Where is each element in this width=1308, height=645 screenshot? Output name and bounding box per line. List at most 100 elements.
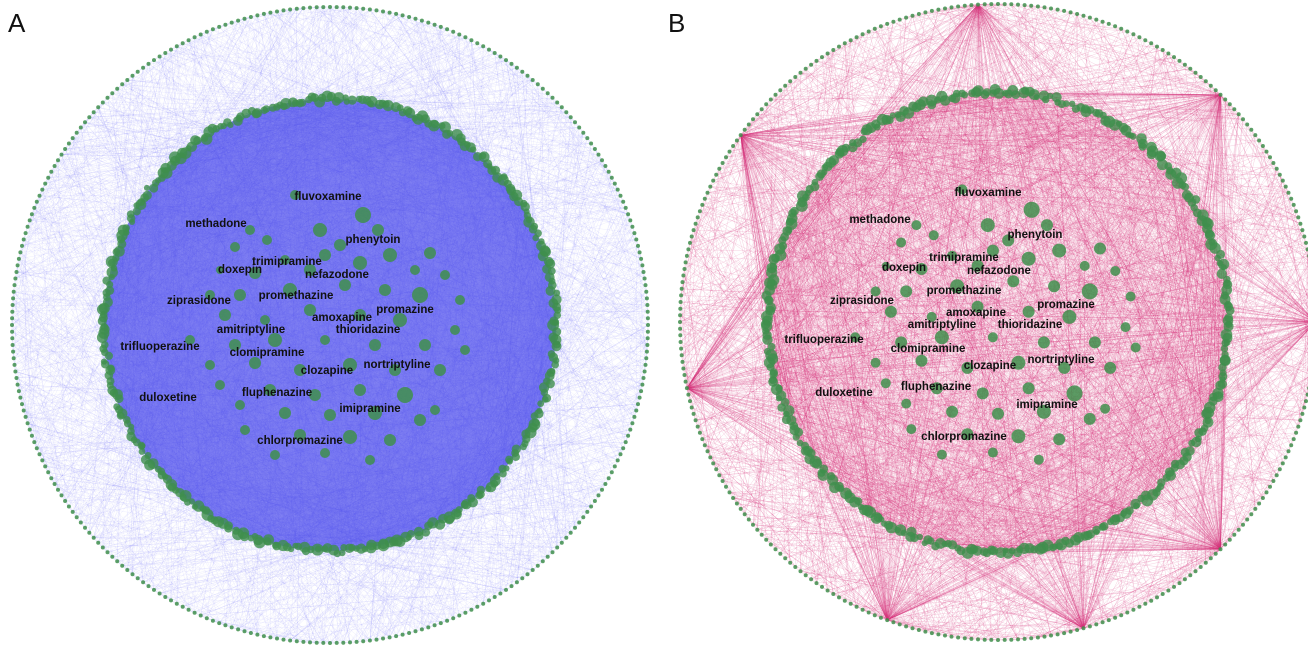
central-node bbox=[339, 279, 351, 291]
outer-node bbox=[559, 105, 564, 110]
outer-node bbox=[814, 581, 819, 586]
outer-node bbox=[1113, 24, 1118, 29]
central-node bbox=[1094, 242, 1106, 255]
drug-label-ziprasidone: ziprasidone bbox=[167, 295, 231, 307]
outer-node bbox=[163, 51, 168, 55]
ring-node bbox=[1218, 363, 1227, 372]
outer-node bbox=[1035, 635, 1040, 640]
outer-node bbox=[1143, 38, 1148, 43]
outer-node bbox=[1283, 184, 1288, 189]
central-node bbox=[410, 265, 420, 275]
ring-node bbox=[939, 95, 951, 106]
outer-node bbox=[589, 141, 594, 146]
outer-node bbox=[1268, 484, 1272, 489]
outer-node bbox=[738, 506, 743, 511]
outer-node bbox=[294, 639, 299, 644]
outer-node bbox=[525, 73, 530, 78]
ring-node bbox=[311, 543, 324, 556]
outer-node bbox=[445, 27, 450, 32]
outer-node bbox=[110, 91, 115, 96]
outer-node bbox=[778, 551, 783, 556]
central-node bbox=[870, 357, 881, 368]
central-node bbox=[419, 339, 431, 351]
outer-node bbox=[634, 237, 639, 242]
outer-node bbox=[1257, 501, 1262, 506]
outer-node bbox=[1289, 443, 1294, 448]
outer-node bbox=[603, 164, 608, 168]
outer-node bbox=[1009, 637, 1014, 642]
outer-node bbox=[700, 202, 705, 207]
outer-node bbox=[1155, 44, 1159, 49]
outer-node bbox=[115, 86, 120, 91]
outer-node bbox=[731, 496, 736, 500]
outer-node bbox=[679, 346, 684, 351]
outer-node bbox=[1149, 41, 1154, 46]
outer-node bbox=[573, 525, 577, 530]
ring-node bbox=[232, 526, 241, 535]
drug-label-nortriptyline: nortriptyline bbox=[363, 359, 430, 371]
drug-label-nortriptyline: nortriptyline bbox=[1027, 354, 1094, 366]
outer-node bbox=[589, 504, 594, 509]
outer-node bbox=[1193, 569, 1198, 574]
outer-node bbox=[1271, 479, 1276, 483]
ring-node bbox=[1033, 94, 1040, 101]
outer-node bbox=[157, 54, 162, 59]
outer-node bbox=[438, 24, 443, 29]
outer-node bbox=[1149, 598, 1154, 603]
central-node bbox=[961, 361, 974, 374]
outer-node bbox=[1198, 75, 1203, 79]
outer-node bbox=[1296, 424, 1301, 429]
outer-node bbox=[125, 568, 130, 572]
outer-nodes bbox=[678, 2, 1308, 642]
central-node bbox=[424, 247, 436, 259]
drug-label-clomipramine: clomipramine bbox=[891, 343, 966, 355]
ring-node bbox=[532, 234, 539, 242]
outer-node bbox=[686, 247, 691, 252]
outer-node bbox=[115, 559, 120, 564]
outer-node bbox=[341, 640, 346, 645]
outer-node bbox=[141, 65, 146, 70]
outer-node bbox=[618, 193, 623, 198]
central-node bbox=[1081, 283, 1098, 300]
central-node bbox=[1053, 433, 1066, 446]
outer-node bbox=[242, 629, 247, 634]
outer-node bbox=[1283, 455, 1288, 460]
central-node bbox=[1023, 201, 1040, 218]
outer-node bbox=[639, 256, 644, 261]
outer-node bbox=[645, 329, 650, 334]
ring-node bbox=[1162, 473, 1171, 482]
outer-node bbox=[705, 449, 710, 454]
ring-node bbox=[499, 470, 507, 478]
outer-node bbox=[374, 637, 379, 642]
central-node bbox=[368, 406, 382, 420]
outer-node bbox=[198, 613, 203, 618]
outer-node bbox=[678, 326, 683, 331]
outer-node bbox=[11, 349, 16, 354]
outer-node bbox=[636, 243, 640, 248]
outer-node bbox=[261, 634, 266, 639]
outer-node bbox=[204, 616, 209, 621]
drug-label-thioridazine: thioridazine bbox=[998, 319, 1063, 331]
outer-node bbox=[1113, 615, 1118, 620]
outer-node bbox=[25, 224, 30, 229]
ring-node bbox=[142, 190, 152, 200]
outer-node bbox=[10, 329, 15, 334]
drug-label-promethazine: promethazine bbox=[259, 290, 334, 302]
drug-label-clozapine: clozapine bbox=[964, 360, 1016, 372]
drug-label-clozapine: clozapine bbox=[301, 365, 353, 377]
central-node bbox=[946, 405, 959, 418]
outer-node bbox=[20, 243, 24, 248]
outer-node bbox=[825, 588, 830, 593]
outer-node bbox=[989, 2, 994, 7]
outer-node bbox=[1280, 461, 1285, 466]
outer-node bbox=[509, 584, 514, 589]
central-node bbox=[434, 364, 446, 376]
outer-node bbox=[643, 283, 648, 288]
outer-node bbox=[1241, 522, 1245, 527]
central-node bbox=[440, 270, 450, 280]
outer-node bbox=[755, 112, 760, 117]
outer-node bbox=[354, 6, 359, 11]
ring-node bbox=[1215, 380, 1226, 391]
drug-label-thioridazine: thioridazine bbox=[336, 324, 401, 336]
ring-node bbox=[506, 458, 513, 465]
